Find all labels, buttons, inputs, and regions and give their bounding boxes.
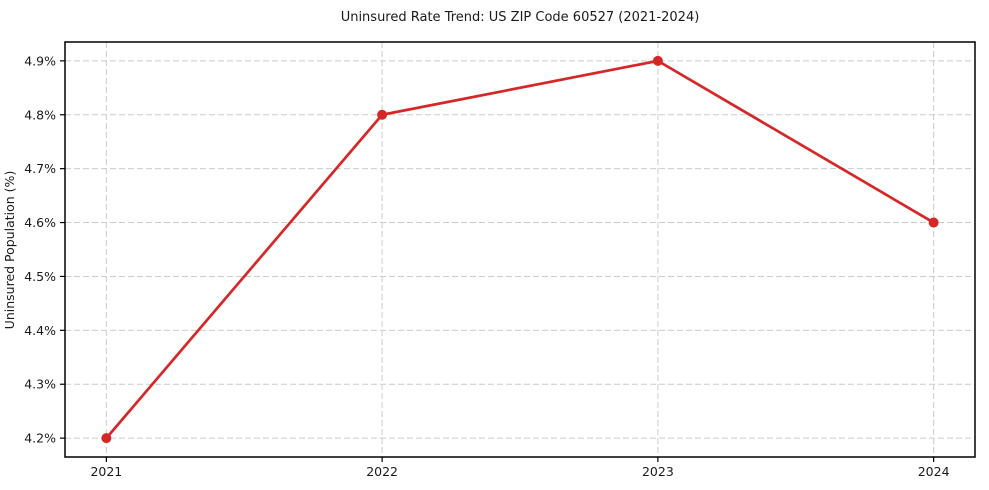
x-tick-label: 2024 — [918, 464, 950, 479]
axes-layer: 4.2% 4.3% 4.4% 4.5% 4.6% 4.7% 4.8% 4.9% 2021 2022… — [24, 41, 976, 479]
x-tick-label: 2023 — [642, 464, 674, 479]
plot-border — [64, 41, 976, 458]
y-tick-label: 4.9% — [24, 53, 56, 68]
x-tick-label: 2022 — [366, 464, 398, 479]
y-tick-label: 4.4% — [24, 323, 56, 338]
trend-line — [105, 59, 935, 440]
data-point-marker — [928, 217, 939, 228]
y-tick-label: 4.5% — [24, 269, 56, 284]
grid-layer — [65, 42, 975, 457]
y-axis-label: Uninsured Population (%) — [2, 171, 17, 330]
y-tick-label: 4.8% — [24, 107, 56, 122]
data-point-marker — [652, 55, 663, 66]
y-tick-label: 4.3% — [24, 377, 56, 392]
y-tick-label: 4.6% — [24, 215, 56, 230]
data-point-marker — [101, 433, 112, 444]
chart-title: Uninsured Rate Trend: US ZIP Code 60527 … — [341, 10, 700, 25]
data-point-marker — [377, 109, 388, 120]
x-tick-label: 2021 — [90, 464, 122, 479]
trend-series — [101, 55, 939, 444]
y-tick-label: 4.7% — [24, 161, 56, 176]
y-tick-label: 4.2% — [24, 431, 56, 446]
